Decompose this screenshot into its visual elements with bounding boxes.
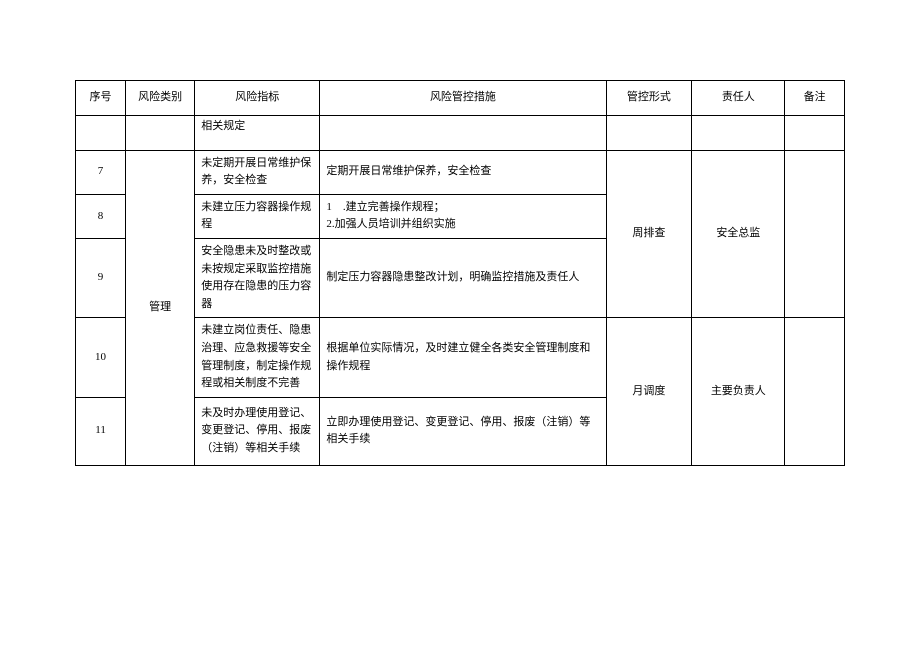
header-note: 备注 [785, 81, 845, 116]
cell-indicator: 未建立岗位责任、隐患治理、应急救援等安全管理制度，制定操作规程或相关制度不完善 [195, 318, 320, 397]
header-category: 风险类别 [126, 81, 195, 116]
table-header-row: 序号 风险类别 风险指标 风险管控措施 管控形式 责任人 备注 [76, 81, 845, 116]
header-seq: 序号 [76, 81, 126, 116]
fragment-category [126, 115, 195, 150]
risk-table: 序号 风险类别 风险指标 风险管控措施 管控形式 责任人 备注 相关规定 7 管… [75, 80, 845, 466]
fragment-form [606, 115, 692, 150]
cell-responsible: 安全总监 [692, 150, 785, 318]
cell-measure: 立即办理使用登记、变更登记、停用、报废（注销）等相关手续 [320, 397, 606, 465]
fragment-responsible [692, 115, 785, 150]
fragment-measure [320, 115, 606, 150]
fragment-row: 相关规定 [76, 115, 845, 150]
cell-measure: 根据单位实际情况，及时建立健全各类安全管理制度和操作规程 [320, 318, 606, 397]
cell-measure: 制定压力容器隐患整改计划，明确监控措施及责任人 [320, 238, 606, 317]
cell-indicator: 安全隐患未及时整改或未按规定采取监控措施使用存在隐患的压力容器 [195, 238, 320, 317]
cell-indicator: 未及时办理使用登记、变更登记、停用、报废（注销）等相关手续 [195, 397, 320, 465]
cell-seq: 10 [76, 318, 126, 397]
fragment-note [785, 115, 845, 150]
cell-seq: 9 [76, 238, 126, 317]
table-row: 7 管理 未定期开展日常维护保养，安全检查 定期开展日常维护保养，安全检查 周排… [76, 150, 845, 194]
cell-seq: 8 [76, 194, 126, 238]
cell-indicator: 未建立压力容器操作规程 [195, 194, 320, 238]
cell-indicator: 未定期开展日常维护保养，安全检查 [195, 150, 320, 194]
cell-category: 管理 [126, 150, 195, 465]
fragment-indicator: 相关规定 [195, 115, 320, 150]
cell-seq: 11 [76, 397, 126, 465]
cell-measure: 1 .建立完善操作规程； 2.加强人员培训并组织实施 [320, 194, 606, 238]
cell-seq: 7 [76, 150, 126, 194]
header-measure: 风险管控措施 [320, 81, 606, 116]
cell-measure: 定期开展日常维护保养，安全检查 [320, 150, 606, 194]
cell-responsible: 主要负责人 [692, 318, 785, 465]
cell-note [785, 318, 845, 465]
header-form: 管控形式 [606, 81, 692, 116]
cell-form: 周排查 [606, 150, 692, 318]
fragment-seq [76, 115, 126, 150]
cell-form: 月调度 [606, 318, 692, 465]
cell-note [785, 150, 845, 318]
header-indicator: 风险指标 [195, 81, 320, 116]
header-responsible: 责任人 [692, 81, 785, 116]
